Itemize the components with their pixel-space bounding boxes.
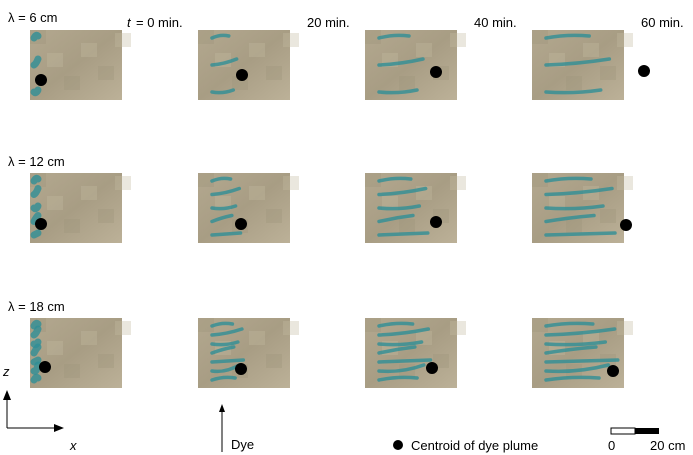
photo [198,318,299,388]
centroid [39,361,51,373]
dye-streak [34,329,38,335]
dye-streak [546,233,615,235]
photo-tile [399,219,415,233]
photo-tile [583,43,599,57]
time-label: 60 min. [641,15,684,30]
centroid [35,218,47,230]
centroid [430,216,442,228]
row-label: λ = 6 cm [8,10,58,25]
centroid [235,363,247,375]
photo-tile [115,176,131,190]
dye-streak [34,35,38,38]
photo-tile [47,341,63,355]
centroid [607,365,619,377]
dye-streak [34,365,38,371]
photo-tile [283,33,299,47]
photo-tile [81,331,97,345]
photo [30,318,131,388]
centroid [638,65,650,77]
photo [532,318,633,388]
photo-tile [566,76,582,90]
photo-tile [249,331,265,345]
figure: λ = 6 cm λ = 12 cm λ = 18 cm t = 0 min. … [0,0,693,455]
photo-tile [98,209,114,223]
photo-tile [283,321,299,335]
photo-tile [64,219,80,233]
photo-tile [450,321,466,335]
photo-tile [450,176,466,190]
photo-tile [566,219,582,233]
dye-streak [34,377,38,380]
row-label: λ = 18 cm [8,299,65,314]
dye-streak [34,59,38,65]
legend-marker [393,440,403,450]
photo [365,30,466,100]
centroid [236,69,248,81]
scale-start: 0 [608,438,615,453]
photo [30,173,131,243]
photo [198,30,299,100]
time-label: = 0 min. [136,15,183,30]
photo-tile [266,209,282,223]
photo-tile [47,196,63,210]
photo-tile [64,364,80,378]
axis-label: z [2,364,10,379]
photo-tile [249,43,265,57]
photo-grid [30,30,650,388]
photo [532,173,633,243]
photo-tile [266,354,282,368]
dye-streak [34,233,38,235]
scale-end: 20 cm [650,438,685,453]
dye-streak [546,360,618,362]
scale-bar [611,428,659,434]
photo-tile [617,176,633,190]
photo [365,173,466,243]
axis-label: x [69,438,77,453]
photo-tile [600,66,616,80]
photo [365,318,466,388]
dye-streak [212,233,241,235]
dye-arrow [219,404,225,452]
photo-tile [98,66,114,80]
photo-tile [450,33,466,47]
dye-streak [379,360,431,362]
dye-streak [212,360,243,362]
photo-tile [617,33,633,47]
dye-streak [379,233,428,235]
dye-streak [34,189,38,195]
time-label: 40 min. [474,15,517,30]
photo-tile [617,321,633,335]
photo-tile [600,209,616,223]
photo-tile [416,43,432,57]
photo-tile [249,186,265,200]
dye-streak [34,178,38,181]
dye-streak [34,206,38,209]
photo-tile [115,33,131,47]
photo [30,30,131,100]
photo-tile [399,76,415,90]
photo-tile [283,176,299,190]
centroid [620,219,632,231]
centroid [430,66,442,78]
centroid [235,218,247,230]
photo-tile [81,43,97,57]
photo-tile [98,354,114,368]
centroid [426,362,438,374]
photo-tile [47,53,63,67]
centroid [35,74,47,86]
dye-streak [34,347,38,353]
photo [198,173,299,243]
legend-centroid: Centroid of dye plume [411,438,538,453]
photo [532,30,650,100]
photo-tile [115,321,131,335]
photo-tile [266,66,282,80]
time-variable: t [127,15,132,30]
dye-streak [34,90,38,93]
legend-dye: Dye [231,437,254,452]
row-label: λ = 12 cm [8,154,65,169]
axes-arrows [3,390,64,432]
photo-tile [64,76,80,90]
photo-tile [81,186,97,200]
time-label: 20 min. [307,15,350,30]
